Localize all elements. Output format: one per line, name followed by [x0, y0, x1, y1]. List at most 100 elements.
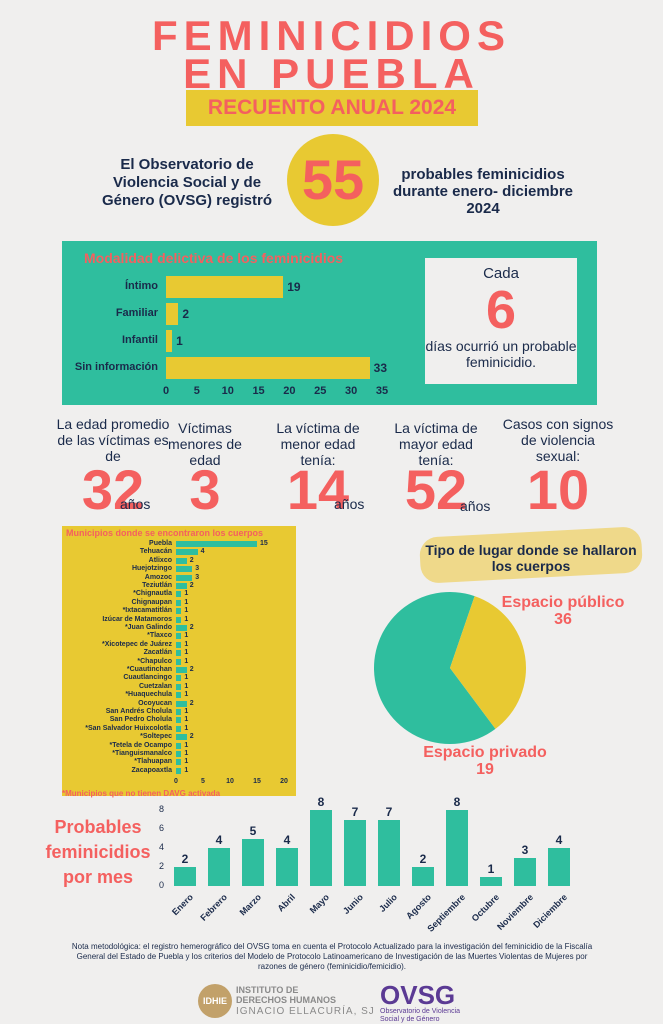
- stat-edad-promedio: La edad promedio de las víctimas es de 3…: [52, 416, 174, 520]
- bar-value: 3: [195, 565, 200, 573]
- bar-value: 1: [184, 682, 189, 690]
- bar: [166, 276, 284, 298]
- bar: [176, 566, 193, 573]
- bar-label: *Tetela de Ocampo: [109, 741, 172, 749]
- bar-value: 1: [184, 716, 189, 724]
- bar-value: 1: [184, 708, 189, 715]
- bar: [176, 717, 182, 724]
- bar-value: 2: [419, 852, 427, 866]
- nota-metodologica: Nota metodológica: el registro hemerográ…: [71, 942, 593, 971]
- bar: [176, 767, 182, 774]
- axis-tick-label: 2: [158, 861, 164, 871]
- bar-label: Zacapoaxtla: [131, 766, 172, 774]
- title-line-2: EN PUEBLA: [183, 50, 480, 97]
- title-line-1: FEMINICIDIOS: [151, 12, 511, 59]
- bar: [176, 641, 182, 648]
- bar-value: 15: [260, 540, 268, 547]
- bar-value: 2: [189, 582, 194, 589]
- stat-text: La edad promedio de las víctimas es de: [56, 416, 170, 464]
- bar-value: 4: [555, 833, 563, 847]
- bar: [242, 838, 264, 886]
- bar-value: 8: [453, 795, 461, 809]
- bar: [176, 599, 182, 606]
- bar-value: 1: [184, 640, 189, 648]
- axis-tick-label: 20: [280, 778, 288, 785]
- stat-menores: Víctimas menores de edad 3: [160, 420, 250, 520]
- pie-label-text: Espacio privado: [423, 744, 547, 761]
- subtitle-badge: RECUENTO ANUAL 2024: [186, 90, 478, 126]
- bar-value: 8: [317, 795, 325, 809]
- ovsg-line-2: Social y de Género: [380, 1016, 440, 1023]
- bar: [378, 819, 400, 886]
- footer-bar: [0, 976, 663, 1024]
- ovsg-line-1: Observatorio de Violencia: [380, 1008, 461, 1015]
- bar-value: 1: [184, 766, 189, 774]
- bar: [514, 857, 536, 886]
- bar-label: *Cuautinchan: [126, 666, 172, 673]
- bar-value: 1: [184, 590, 189, 598]
- bar-value: 33: [373, 361, 388, 375]
- intro-left-text: El Observatorio de Violencia Social y de…: [101, 156, 273, 209]
- axis-tick-label: 20: [283, 385, 296, 397]
- bar-label: San Pedro Cholula: [109, 716, 172, 724]
- ovsg-logo: OVSG: [380, 980, 456, 1010]
- bar-value: 7: [385, 804, 393, 819]
- bar: [176, 658, 182, 665]
- bar: [176, 667, 187, 673]
- cada-box: Cada 6 días ocurrió un probable feminici…: [425, 258, 577, 384]
- stat-value: 3: [189, 458, 221, 521]
- bar: [276, 848, 298, 886]
- bar-value: 1: [184, 758, 189, 766]
- bar-value: 1: [184, 615, 189, 623]
- bar-value: 1: [184, 741, 189, 749]
- bar: [166, 357, 370, 379]
- bar: [176, 633, 182, 640]
- bar: [446, 810, 468, 886]
- bar-label: Atlixco: [148, 556, 172, 564]
- bar: [176, 683, 182, 690]
- bar: [176, 751, 182, 757]
- bar-label: Teziutlán: [142, 582, 172, 589]
- cada-line-1: Cada: [483, 265, 519, 282]
- bar-label: Sin información: [74, 361, 158, 373]
- bar-label: *San Salvador Huixcolotla: [85, 724, 172, 732]
- bar-label: *Xicotepec de Juárez: [101, 640, 172, 648]
- axis-tick-label: 15: [252, 385, 265, 397]
- bar-label: Familiar: [115, 307, 158, 319]
- total-number: 55: [301, 148, 365, 211]
- pie-label-value: 36: [554, 611, 572, 628]
- axis-tick-label: 35: [375, 385, 389, 397]
- bar-value: 1: [176, 334, 183, 348]
- cada-line-2: días ocurrió un probable feminicidio.: [425, 338, 577, 370]
- pie-slice: [450, 596, 526, 729]
- axis-tick-label: 10: [226, 778, 234, 785]
- stat-menor-edad: La víctima de menor edad tenía: 14: [268, 420, 368, 520]
- axis-tick-label: 8: [158, 804, 164, 814]
- pie-label-publico: Espacio público 36: [488, 594, 638, 628]
- bar-label: *Huaquechula: [125, 691, 172, 699]
- bar-label: Infantil: [121, 334, 158, 346]
- stat-text: Víctimas menores de edad: [168, 420, 242, 468]
- bar-value: 19: [287, 280, 301, 294]
- bar: [176, 700, 187, 707]
- bar-label: Chignaupan: [131, 598, 172, 606]
- idhie-line-2: DERECHOS HUMANOS: [236, 995, 337, 1005]
- bar: [176, 557, 187, 564]
- bar-value: 1: [184, 750, 189, 757]
- bar: [208, 848, 230, 886]
- ovsg-subtitle: Observatorio de Violencia Social y de Gé…: [380, 1008, 460, 1024]
- bar-value: 2: [182, 307, 190, 321]
- bar-label: Puebla: [149, 540, 172, 547]
- stat-value: 32: [81, 458, 145, 521]
- modalidad-title: Modalidad delictiva de los feminicidios: [84, 250, 344, 266]
- idhie-name: INSTITUTO DE DERECHOS HUMANOS: [236, 985, 336, 1005]
- stat-unit: años: [460, 498, 491, 514]
- bar: [176, 759, 182, 766]
- bar: [176, 591, 182, 598]
- bar-label: Amozoc: [144, 573, 172, 581]
- bar-label: Zacatlán: [143, 649, 172, 657]
- bar-label: San Andrés Cholula: [105, 708, 172, 715]
- bar: [176, 608, 182, 615]
- bar-value: 1: [184, 607, 189, 615]
- stat-text: Casos con signos de violencia sexual:: [502, 416, 614, 464]
